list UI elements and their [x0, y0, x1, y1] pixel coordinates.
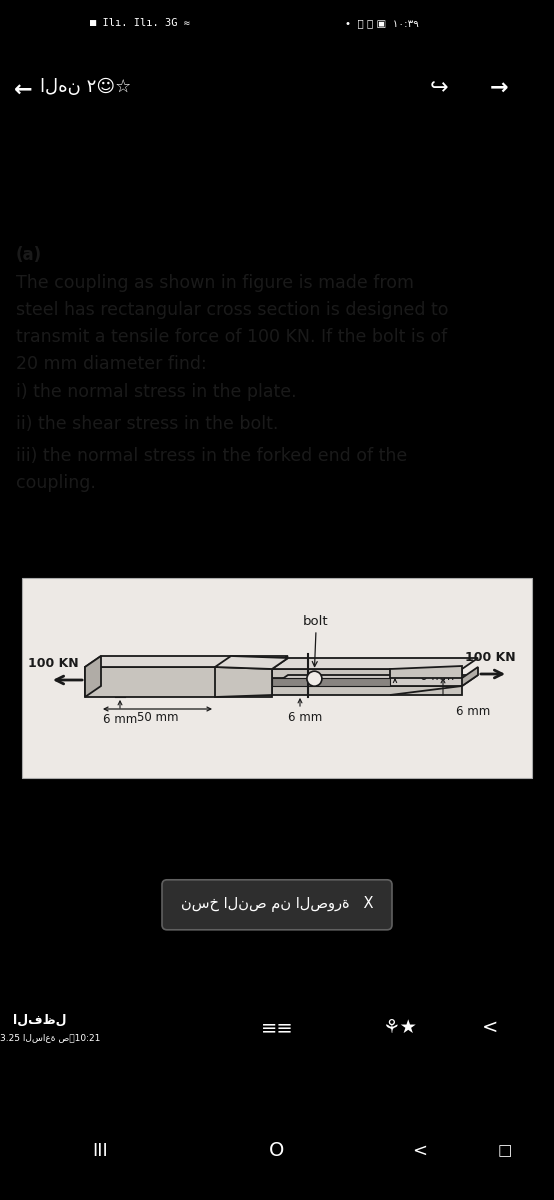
Text: 100 KN: 100 KN [465, 650, 516, 664]
Text: ■ Ιlı. Ιlı. 3G ≈: ■ Ιlı. Ιlı. 3G ≈ [90, 18, 190, 28]
Text: (a): (a) [16, 246, 42, 264]
Polygon shape [85, 656, 288, 667]
Polygon shape [272, 678, 390, 686]
Text: coupling.: coupling. [16, 474, 96, 492]
Text: ⚘★: ⚘★ [382, 1019, 418, 1037]
Text: The coupling as shown in figure is made from: The coupling as shown in figure is made … [16, 274, 414, 292]
Text: 20 mm diameter find:: 20 mm diameter find: [16, 355, 207, 373]
Text: 6 mm: 6 mm [288, 710, 322, 724]
Text: الهن ٢☺☆: الهن ٢☺☆ [40, 78, 131, 96]
Text: transmit a tensile force of 100 KN. If the bolt is of: transmit a tensile force of 100 KN. If t… [16, 328, 447, 346]
Polygon shape [215, 656, 288, 670]
Polygon shape [85, 656, 101, 697]
Text: □: □ [498, 1144, 512, 1158]
Text: <: < [413, 1142, 428, 1159]
Text: الفظل: الفظل [13, 1013, 66, 1026]
Polygon shape [390, 666, 462, 678]
FancyBboxPatch shape [162, 880, 392, 930]
Text: iii) the normal stress in the forked end of the: iii) the normal stress in the forked end… [16, 446, 407, 464]
Text: O: O [269, 1141, 285, 1160]
Polygon shape [85, 667, 272, 697]
Text: 6 mm: 6 mm [456, 704, 490, 718]
Text: 100 KN: 100 KN [28, 658, 79, 670]
Text: bolt: bolt [303, 614, 329, 628]
Polygon shape [272, 670, 462, 678]
Polygon shape [390, 686, 462, 695]
Polygon shape [272, 658, 478, 670]
Text: 6 mm: 6 mm [420, 670, 454, 683]
Text: steel has rectangular cross section is designed to: steel has rectangular cross section is d… [16, 301, 449, 319]
Circle shape [307, 671, 322, 686]
Text: ↪: ↪ [430, 78, 449, 98]
FancyBboxPatch shape [22, 578, 532, 778]
Polygon shape [215, 667, 272, 697]
Text: 6 mm: 6 mm [103, 713, 137, 726]
Text: III: III [92, 1142, 108, 1159]
Text: نسخ النص من الصورة   X: نسخ النص من الصورة X [181, 895, 373, 912]
Text: ≡≡: ≡≡ [260, 1019, 294, 1037]
Polygon shape [272, 686, 462, 695]
Polygon shape [462, 667, 478, 686]
Text: •  🦶 🎵 ▣  ١٠:٣٩: • 🦶 🎵 ▣ ١٠:٣٩ [345, 18, 419, 28]
Text: ii) the shear stress in the bolt.: ii) the shear stress in the bolt. [16, 415, 278, 433]
Polygon shape [272, 674, 478, 686]
Text: <: < [482, 1019, 498, 1037]
Text: i) the normal stress in the plate.: i) the normal stress in the plate. [16, 383, 296, 401]
Text: 21.03.25 الساعة صؐ10:21: 21.03.25 الساعة صؐ10:21 [0, 1033, 100, 1043]
Text: 50 mm: 50 mm [137, 710, 178, 724]
Text: ←: ← [14, 80, 33, 100]
Text: →: → [490, 78, 509, 98]
